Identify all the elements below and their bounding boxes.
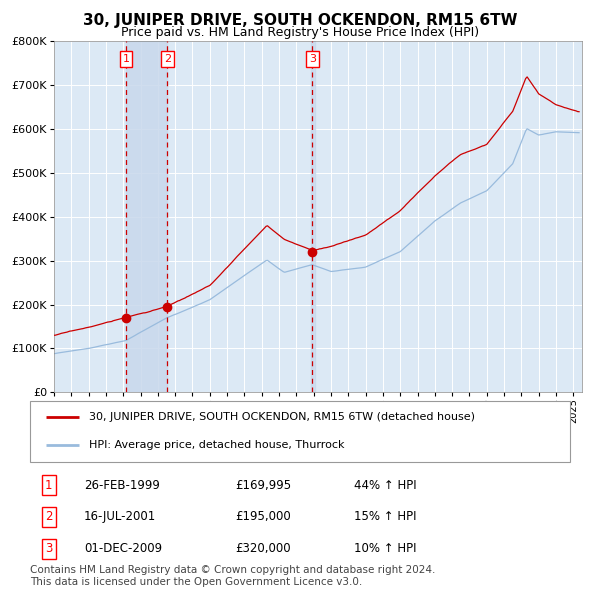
Text: 15% ↑ HPI: 15% ↑ HPI: [354, 510, 416, 523]
Text: 26-FEB-1999: 26-FEB-1999: [84, 478, 160, 491]
Text: 1: 1: [45, 478, 53, 491]
Text: £195,000: £195,000: [235, 510, 291, 523]
Text: 30, JUNIPER DRIVE, SOUTH OCKENDON, RM15 6TW: 30, JUNIPER DRIVE, SOUTH OCKENDON, RM15 …: [83, 13, 517, 28]
Text: £320,000: £320,000: [235, 542, 291, 555]
Text: £169,995: £169,995: [235, 478, 292, 491]
Text: 2: 2: [164, 54, 171, 64]
Text: 01-DEC-2009: 01-DEC-2009: [84, 542, 162, 555]
Text: HPI: Average price, detached house, Thurrock: HPI: Average price, detached house, Thur…: [89, 440, 345, 450]
Text: 1: 1: [122, 54, 130, 64]
Text: Contains HM Land Registry data © Crown copyright and database right 2024.
This d: Contains HM Land Registry data © Crown c…: [30, 565, 436, 587]
Text: 3: 3: [45, 542, 53, 555]
Text: 3: 3: [309, 54, 316, 64]
Text: 44% ↑ HPI: 44% ↑ HPI: [354, 478, 416, 491]
Text: 2: 2: [45, 510, 53, 523]
Text: 30, JUNIPER DRIVE, SOUTH OCKENDON, RM15 6TW (detached house): 30, JUNIPER DRIVE, SOUTH OCKENDON, RM15 …: [89, 412, 475, 422]
FancyBboxPatch shape: [30, 401, 570, 462]
Text: Price paid vs. HM Land Registry's House Price Index (HPI): Price paid vs. HM Land Registry's House …: [121, 26, 479, 39]
Bar: [126, 41, 167, 392]
Text: 16-JUL-2001: 16-JUL-2001: [84, 510, 156, 523]
Text: 10% ↑ HPI: 10% ↑ HPI: [354, 542, 416, 555]
Bar: [311, 41, 315, 392]
